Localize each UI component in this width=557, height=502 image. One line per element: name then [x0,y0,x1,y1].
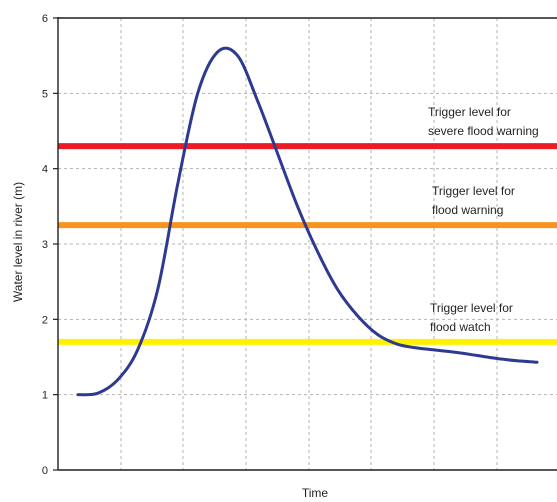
threshold-label-line: flood warning [432,203,503,217]
y-tick-label: 1 [42,390,48,402]
y-tick-label: 3 [42,239,48,251]
threshold-label-line: Trigger level for [428,105,511,119]
threshold-label-line: flood watch [430,320,491,334]
y-tick-label: 4 [42,164,48,176]
x-axis-title: Time [302,486,329,500]
y-axis-title: Water level in river (m) [11,182,25,302]
threshold-label-line: Trigger level for [432,184,515,198]
threshold-label-line: Trigger level for [430,301,513,315]
y-tick-label: 6 [42,13,48,25]
labels: 0 1 2 3 4 5 6 Trigger level for severe flood war… [42,13,539,477]
series-line-0 [76,46,539,397]
axes [53,17,557,471]
series-lines [76,46,539,397]
threshold-label-line: severe flood warning [428,124,539,138]
grid [58,18,557,470]
y-tick-label: 2 [42,314,48,326]
y-tick-label: 0 [42,465,48,477]
y-tick-label: 5 [42,88,48,100]
